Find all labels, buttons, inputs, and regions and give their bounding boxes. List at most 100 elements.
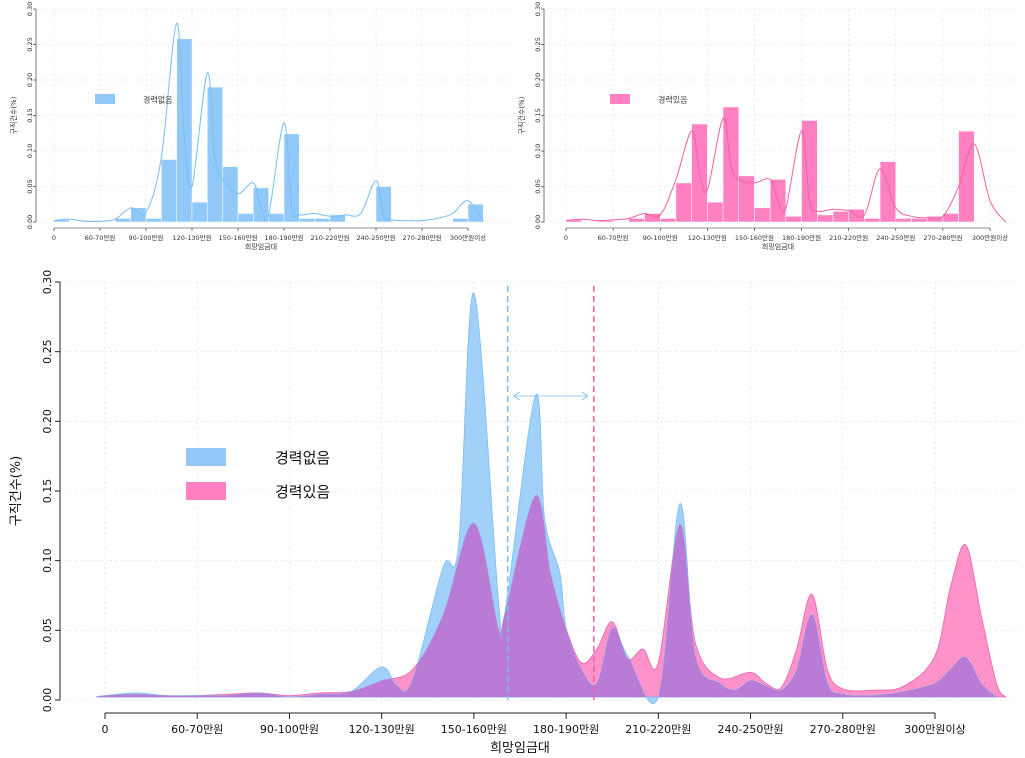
right-panel-bar-14 — [785, 216, 802, 223]
left-panel-bar-27 — [467, 204, 484, 223]
left-panel-x-tick-label: 300만원이상 — [450, 233, 486, 242]
right-panel-density-line — [565, 117, 1007, 223]
left-panel-bar-17 — [314, 218, 331, 223]
right-panel-x-tick-label: 300만원이상 — [972, 233, 1008, 242]
bottom-panel-x-tick-label: 180-190만원 — [533, 723, 599, 736]
left-panel-y-tick-label: 0.10 — [26, 144, 34, 158]
left-panel-x-tick-label: 210-220만원 — [310, 233, 349, 242]
right-panel-y-tick-label: 0.05 — [534, 179, 542, 193]
bottom-panel-y-tick-label: 0.05 — [41, 618, 54, 643]
right-panel-bar-7 — [675, 182, 692, 223]
legend-label-experience: 경력있음 — [275, 483, 330, 501]
bottom-panel-y-tick-label: 0.15 — [41, 479, 54, 504]
left-panel-density-line — [53, 22, 484, 223]
legend-swatch-experience — [186, 482, 226, 500]
right-panel-bar-19 — [864, 218, 881, 223]
right-panel-x-axis-title: 희망임금대 — [762, 242, 794, 251]
right-panel-bar-5 — [644, 213, 661, 223]
right-panel-x-tick-label: 270-280만원 — [923, 233, 962, 242]
area-overlap — [95, 495, 997, 697]
left-panel-x-tick-label: 240-250만원 — [356, 233, 395, 242]
left-panel-bar-18 — [329, 214, 346, 223]
right-panel-x-axis: 0 60-70만원 90-100만원 120-130만원 150-160만원 180-19… — [564, 227, 1008, 242]
mean-difference-arrow — [513, 391, 588, 401]
right-panel-x-tick-label: 180-190만원 — [782, 233, 821, 242]
left-panel-bar-16 — [299, 218, 315, 223]
right-panel-legend-swatch — [610, 94, 630, 104]
bottom-panel-x-tick-label: 0 — [102, 723, 109, 736]
left-panel-bar-14 — [268, 213, 285, 223]
bottom-panel-y-axis: 0.00 0.05 0.10 0.15 0.20 0.25 0.30 — [41, 270, 61, 712]
right-panel-bar-9 — [707, 201, 724, 223]
right-panel-x-tick-label: 210-220만원 — [829, 233, 868, 242]
right-panel-bar-11 — [738, 175, 755, 223]
left-panel-y-axis: 0.00 0.05 0.10 0.15 0.20 0.25 0.30 — [26, 2, 37, 229]
right-panel-x-tick-label: 120-130만원 — [688, 233, 727, 242]
left-panel-y-tick-label: 0.25 — [26, 37, 34, 51]
left-panel-x-axis: 0 60-70만원 90-100만원 120-130만원 150-160만원 180-19… — [52, 227, 486, 242]
left-panel-bar-7 — [161, 159, 177, 223]
right-panel-y-tick-label: 0.00 — [534, 215, 542, 229]
bottom-panel-y-tick-label: 0.25 — [41, 339, 54, 364]
right-panel-legend-label: 경력있음 — [658, 95, 687, 105]
left-panel-y-tick-label: 0.15 — [26, 108, 34, 122]
right-panel-y-tick-label: 0.30 — [534, 2, 542, 16]
left-panel-bar-21 — [375, 186, 392, 223]
left-panel-y-tick-label: 0.30 — [26, 2, 34, 16]
right-panel-bar-21 — [895, 218, 912, 223]
left-panel-bar-6 — [145, 218, 162, 223]
bottom-panel-x-axis: 0 60-70만원 90-100만원 120-130만원 150-160만원 180-19… — [102, 712, 966, 736]
bottom-panel-areas — [95, 292, 1007, 704]
left-panel-bar-5 — [130, 207, 147, 223]
right-panel-y-tick-label: 0.10 — [534, 144, 542, 158]
left-panel-y-axis-title: 구직건수(%) — [9, 96, 18, 134]
bottom-panel-x-tick-label: 300만원이상 — [904, 723, 965, 736]
right-panel-x-tick-label: 90-100만원 — [643, 233, 678, 242]
bottom-panel-x-tick-label: 270-280만원 — [810, 723, 876, 736]
right-panel-y-tick-label: 0.20 — [534, 73, 542, 87]
left-panel-x-tick-label: 180-190만원 — [264, 233, 303, 242]
right-panel-x-tick-label: 240-250만원 — [876, 233, 915, 242]
left-panel-bars — [53, 38, 484, 223]
right-panel-bar-12 — [754, 207, 771, 223]
right-panel-bar-25 — [958, 130, 975, 223]
right-panel-bar-16 — [817, 214, 834, 223]
left-panel-y-tick-label: 0.00 — [26, 215, 34, 229]
bottom-panel-y-axis-title: 구직건수(%) — [9, 456, 24, 526]
left-panel-x-tick-label: 270-280만원 — [402, 233, 441, 242]
left-panel-x-tick-label: 90-100만원 — [129, 233, 164, 242]
right-panel-x-tick-label: 60-70만원 — [598, 233, 629, 242]
right-panel-y-tick-label: 0.15 — [534, 108, 542, 122]
right-panel-bar-20 — [879, 161, 897, 223]
bottom-panel-x-tick-label: 90-100만원 — [260, 723, 319, 736]
left-panel-y-tick-label: 0.20 — [26, 73, 34, 87]
bottom-panel-x-tick-label: 210-220만원 — [625, 723, 691, 736]
left-panel-bar-11 — [222, 166, 239, 223]
left-panel-y-tick-label: 0.05 — [26, 179, 34, 193]
bottom-panel-x-tick-label: 120-130만원 — [349, 723, 415, 736]
right-panel-y-axis-title: 구직건수(%) — [517, 96, 526, 134]
mean-difference-arrow-head-right — [581, 391, 588, 401]
right-panel-y-tick-label: 0.25 — [534, 37, 542, 51]
right-panel-x-tick-label: 150-160만원 — [735, 233, 774, 242]
bottom-panel-y-tick-label: 0.30 — [41, 270, 54, 295]
left-panel-x-tick-label: 0 — [52, 234, 56, 242]
left-panel-x-axis-title: 희망임금대 — [245, 242, 277, 251]
right-panel-bar-17 — [832, 211, 849, 223]
bottom-panel-x-tick-label: 60-70만원 — [171, 723, 223, 736]
legend-swatch-no-experience — [186, 448, 226, 466]
right-panel-bar-22 — [911, 218, 928, 223]
bottom-panel: 0.00 0.05 0.10 0.15 0.20 0.25 0.30 0 60-70만원 90-1… — [9, 270, 1020, 756]
right-panel-bar-4 — [628, 218, 645, 223]
right-panel-bar-15 — [801, 120, 818, 223]
left-panel-bar-8 — [176, 38, 193, 223]
bottom-panel-x-axis-title: 희망임금대 — [490, 741, 550, 756]
right-panel-bar-24 — [942, 213, 959, 223]
legend-label-no-experience: 경력없음 — [275, 449, 330, 467]
left-panel-legend: 경력없음 — [95, 94, 172, 105]
left-panel-bar-13 — [253, 187, 269, 223]
bottom-panel-y-tick-label: 0.10 — [41, 548, 54, 573]
left-panel-bar-26 — [452, 218, 469, 223]
